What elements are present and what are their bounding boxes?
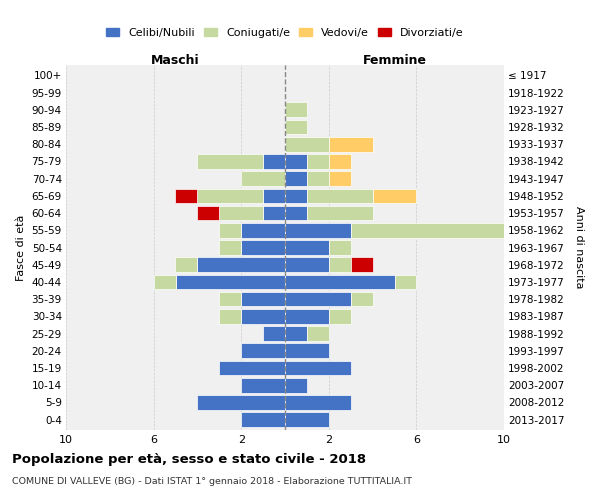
Bar [350, 223, 504, 238]
Bar [285, 154, 307, 168]
Text: Femmine: Femmine [362, 54, 427, 66]
Bar [307, 326, 329, 341]
Bar [329, 137, 373, 152]
Bar [220, 360, 285, 376]
Bar [197, 154, 263, 168]
Bar [285, 137, 329, 152]
Bar [241, 309, 285, 324]
Y-axis label: Fasce di età: Fasce di età [16, 214, 26, 280]
Bar [220, 240, 241, 255]
Bar [285, 395, 350, 410]
Bar [241, 292, 285, 306]
Bar [241, 412, 285, 427]
Bar [220, 309, 241, 324]
Bar [197, 258, 285, 272]
Bar [263, 326, 285, 341]
Bar [197, 395, 285, 410]
Bar [285, 309, 329, 324]
Bar [175, 188, 197, 203]
Bar [241, 223, 285, 238]
Bar [350, 258, 373, 272]
Bar [307, 154, 329, 168]
Bar [307, 172, 329, 186]
Bar [285, 188, 307, 203]
Bar [220, 292, 241, 306]
Bar [329, 172, 350, 186]
Bar [154, 274, 176, 289]
Bar [373, 188, 416, 203]
Bar [285, 378, 307, 392]
Text: Maschi: Maschi [151, 54, 200, 66]
Bar [175, 258, 197, 272]
Bar [285, 360, 350, 376]
Bar [329, 154, 350, 168]
Bar [285, 120, 307, 134]
Bar [285, 102, 307, 117]
Bar [285, 206, 307, 220]
Bar [197, 206, 220, 220]
Bar [307, 188, 373, 203]
Bar [285, 240, 329, 255]
Bar [241, 172, 285, 186]
Bar [307, 206, 373, 220]
Y-axis label: Anni di nascita: Anni di nascita [574, 206, 584, 289]
Bar [263, 206, 285, 220]
Bar [241, 344, 285, 358]
Text: Popolazione per età, sesso e stato civile - 2018: Popolazione per età, sesso e stato civil… [12, 452, 366, 466]
Bar [329, 309, 350, 324]
Bar [329, 240, 350, 255]
Bar [395, 274, 416, 289]
Bar [285, 172, 307, 186]
Bar [263, 154, 285, 168]
Bar [285, 258, 329, 272]
Bar [220, 206, 263, 220]
Bar [220, 223, 241, 238]
Bar [350, 292, 373, 306]
Bar [285, 274, 395, 289]
Bar [285, 292, 350, 306]
Text: COMUNE DI VALLEVE (BG) - Dati ISTAT 1° gennaio 2018 - Elaborazione TUTTITALIA.IT: COMUNE DI VALLEVE (BG) - Dati ISTAT 1° g… [12, 478, 412, 486]
Bar [285, 412, 329, 427]
Legend: Celibi/Nubili, Coniugati/e, Vedovi/e, Divorziati/e: Celibi/Nubili, Coniugati/e, Vedovi/e, Di… [102, 23, 468, 42]
Bar [263, 188, 285, 203]
Bar [285, 223, 350, 238]
Bar [285, 326, 307, 341]
Bar [329, 258, 350, 272]
Bar [285, 344, 329, 358]
Bar [241, 240, 285, 255]
Bar [241, 378, 285, 392]
Bar [176, 274, 285, 289]
Bar [197, 188, 263, 203]
